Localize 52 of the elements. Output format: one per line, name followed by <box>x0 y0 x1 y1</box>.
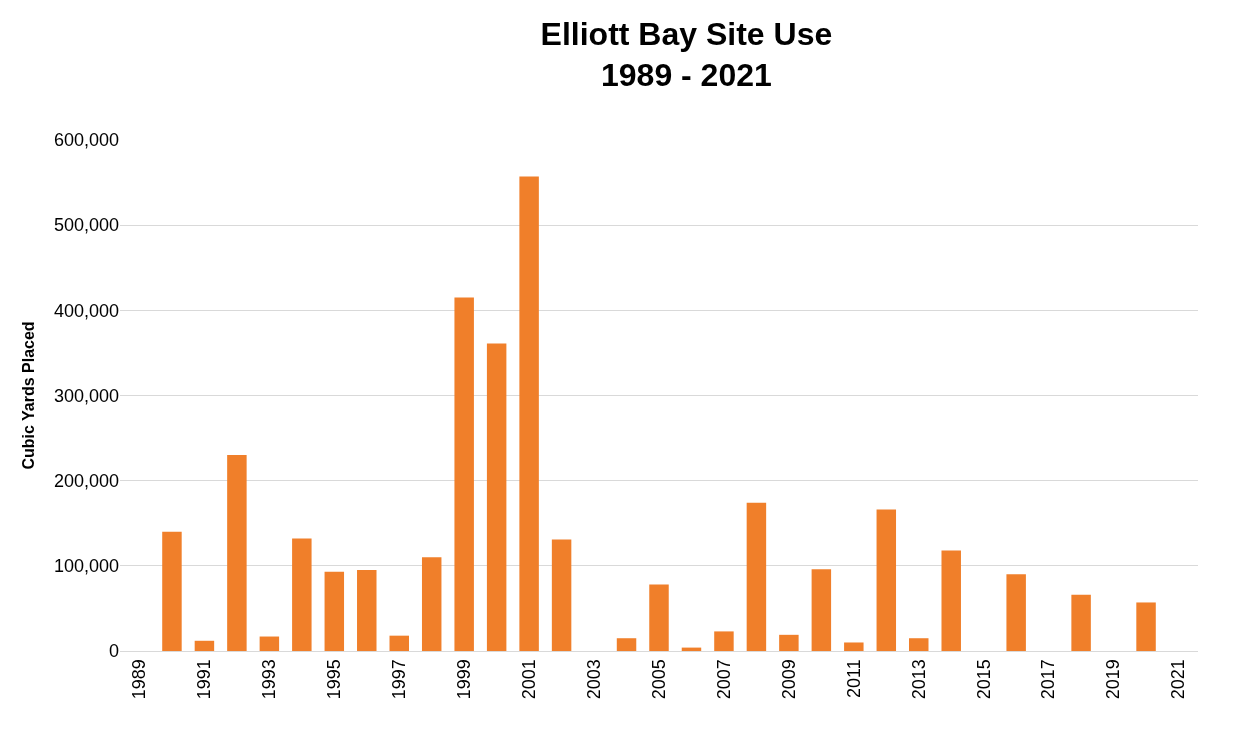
x-tick-label: 2019 <box>1103 659 1124 700</box>
bar <box>421 557 442 651</box>
bar <box>324 571 345 651</box>
bar <box>389 635 409 651</box>
x-tick-label: 2003 <box>583 659 604 700</box>
x-tick-label: 2013 <box>908 659 929 700</box>
x-tick-label: 2007 <box>713 659 734 700</box>
x-tick-label: 1989 <box>129 659 150 700</box>
bar <box>1136 602 1156 651</box>
x-tick-label: 1999 <box>454 659 475 700</box>
bar <box>357 570 377 651</box>
chart-title: Elliott Bay Site Use 1989 - 2021 <box>540 15 833 94</box>
bar <box>1006 574 1026 651</box>
bar <box>519 176 539 651</box>
x-tick-label: 2017 <box>1038 659 1059 700</box>
bar <box>779 634 799 651</box>
bar <box>259 636 280 651</box>
bar <box>909 638 929 651</box>
x-tick-label: 2011 <box>843 659 864 698</box>
x-tick-label: 2005 <box>648 659 669 700</box>
bar <box>876 509 897 651</box>
y-tick-label: 400,000 <box>53 300 119 321</box>
bar <box>649 584 669 651</box>
bar <box>811 569 832 651</box>
x-tick-label: 1993 <box>259 659 280 700</box>
bar <box>194 640 215 651</box>
x-tick-label: 2001 <box>518 659 539 700</box>
y-axis-title: Cubic Yards Placed <box>19 321 37 470</box>
bar <box>486 343 507 651</box>
y-tick-label: 100,000 <box>53 556 119 577</box>
x-tick-label: 1991 <box>194 659 215 700</box>
bar <box>1071 594 1091 651</box>
x-tick-label: 2015 <box>973 659 994 700</box>
bar <box>292 538 312 651</box>
x-tick-label: 2021 <box>1168 659 1189 700</box>
y-tick-label: 200,000 <box>53 470 119 491</box>
bar <box>162 531 182 651</box>
x-tick-label: 1995 <box>324 659 345 700</box>
bar <box>941 550 961 651</box>
x-tick-label: 2009 <box>778 659 799 700</box>
bar <box>746 502 767 651</box>
y-tick-label: 600,000 <box>53 130 119 151</box>
y-tick-label: 300,000 <box>53 385 119 406</box>
bar <box>616 638 637 651</box>
bar <box>551 539 572 651</box>
x-tick-label: 1997 <box>389 659 410 700</box>
bar <box>714 631 734 651</box>
y-tick-label: 500,000 <box>53 215 119 236</box>
y-tick-label: 0 <box>108 641 119 662</box>
bar <box>227 455 247 651</box>
bar <box>844 642 864 651</box>
bar <box>454 297 474 651</box>
